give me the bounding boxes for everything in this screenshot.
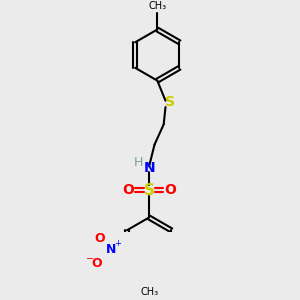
Text: O: O xyxy=(94,232,105,245)
Text: CH₃: CH₃ xyxy=(140,287,158,297)
Text: O: O xyxy=(164,183,176,197)
Text: S: S xyxy=(144,183,154,198)
Text: CH₃: CH₃ xyxy=(148,1,166,11)
Text: S: S xyxy=(165,94,175,109)
Text: N: N xyxy=(144,161,156,175)
Text: H: H xyxy=(134,156,143,169)
Text: O: O xyxy=(92,256,102,270)
Text: O: O xyxy=(122,183,134,197)
Text: −: − xyxy=(86,254,94,263)
Text: N: N xyxy=(106,243,117,256)
Text: +: + xyxy=(114,239,121,248)
